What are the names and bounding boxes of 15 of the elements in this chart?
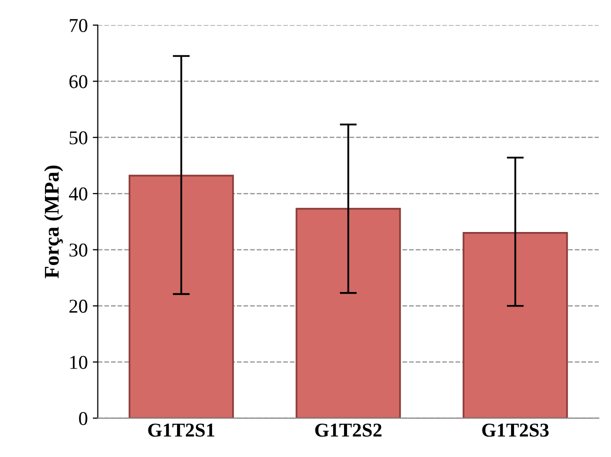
- y-tick-label: 60: [69, 75, 88, 88]
- y-tick-label: 20: [69, 300, 88, 313]
- y-tick-label: 50: [70, 131, 88, 144]
- y-tick-label: 70: [70, 18, 88, 32]
- y-tick-label: 40: [68, 187, 88, 201]
- x-tick-label: G1T2S1: [148, 424, 214, 437]
- y-tick-label: 30: [70, 244, 88, 257]
- bar: [296, 208, 401, 418]
- bar: [128, 174, 234, 418]
- bar: [462, 232, 568, 418]
- y-tick-label: 10: [70, 356, 88, 369]
- x-tick-label: G1T2S3: [482, 424, 549, 437]
- y-tick-label: 0: [79, 412, 88, 426]
- x-tick-label: G1T2S2: [315, 424, 382, 437]
- y-axis-title: Força (MPa): [44, 166, 64, 278]
